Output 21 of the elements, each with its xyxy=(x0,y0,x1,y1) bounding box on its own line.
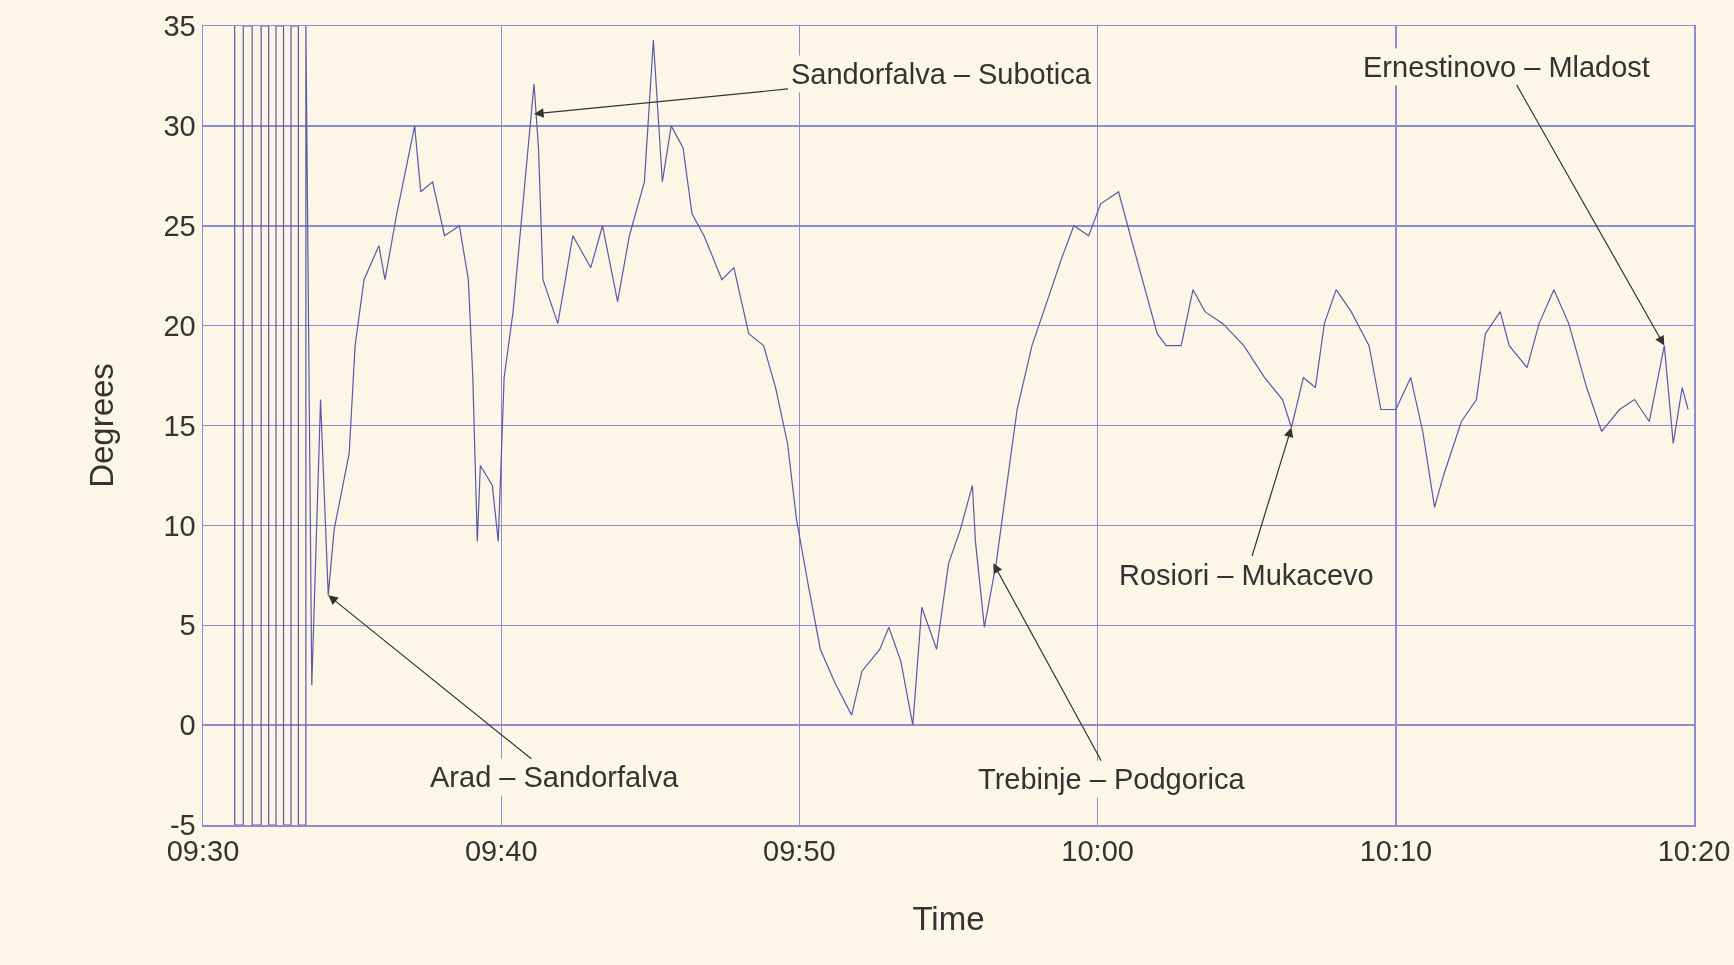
x-tick-label: 10:00 xyxy=(1061,835,1134,868)
annotation: Arad – Sandorfalva xyxy=(430,761,680,793)
line-series xyxy=(234,26,1689,825)
x-axis-title: Time xyxy=(912,899,985,937)
y-tick-label: 0 xyxy=(179,709,196,742)
annotation: Ernestinovo – Mladost xyxy=(1363,51,1650,83)
y-tick-label: 20 xyxy=(163,309,196,342)
y-tick-label: 35 xyxy=(163,10,196,43)
x-tick-label: 09:50 xyxy=(763,835,836,868)
y-tick-label: 5 xyxy=(179,609,196,642)
x-tick-label: 09:40 xyxy=(464,835,538,868)
y-axis-title: Degrees xyxy=(82,363,120,488)
y-tick-label: 25 xyxy=(163,209,196,242)
y-tick-label: 30 xyxy=(163,110,196,143)
x-tick-label: 10:20 xyxy=(1657,835,1731,868)
annotation: Rosiori – Mukacevo xyxy=(1119,559,1374,591)
annotation: Sandorfalva – Subotica xyxy=(791,58,1092,90)
annotation: Trebinje – Podgorica xyxy=(978,763,1246,795)
y-tick-label: 15 xyxy=(163,409,196,442)
y-tick-label: 10 xyxy=(163,509,196,542)
x-tick-label: 10:10 xyxy=(1359,835,1433,868)
